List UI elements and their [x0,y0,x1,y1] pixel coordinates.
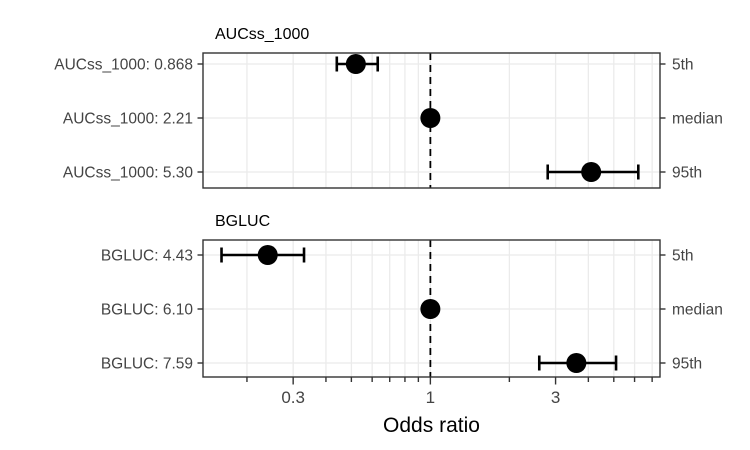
odds-ratio-point [420,108,441,128]
y-axis-label: AUCss_1000: 2.21 [63,111,193,128]
odds-ratio-point [566,353,587,373]
panel-title: AUCss_1000 [215,26,309,43]
right-axis-label: 5th [672,248,694,265]
x-tick-label: 0.3 [281,388,305,407]
x-tick-label: 1 [426,388,435,407]
odds-ratio-point [581,162,602,182]
right-axis-label: 5th [672,57,694,74]
x-axis-title: Odds ratio [383,414,480,437]
y-axis-label: BGLUC: 4.43 [101,248,193,265]
odds-ratio-point [420,299,441,319]
odds-ratio-point [257,245,278,265]
y-axis-label: AUCss_1000: 5.30 [63,165,193,182]
y-axis-label: AUCss_1000: 0.868 [54,57,193,74]
right-axis-label: median [672,302,723,319]
right-axis-label: median [672,111,723,128]
panel-title: BGLUC [215,213,270,230]
right-axis-label: 95th [672,165,702,182]
y-axis-label: BGLUC: 7.59 [101,356,193,373]
y-axis-label: BGLUC: 6.10 [101,302,194,319]
odds-ratio-point [345,54,366,74]
right-axis-label: 95th [672,356,702,373]
panel-border [202,239,661,378]
panel-border [202,52,661,189]
x-tick-label: 3 [551,388,560,407]
